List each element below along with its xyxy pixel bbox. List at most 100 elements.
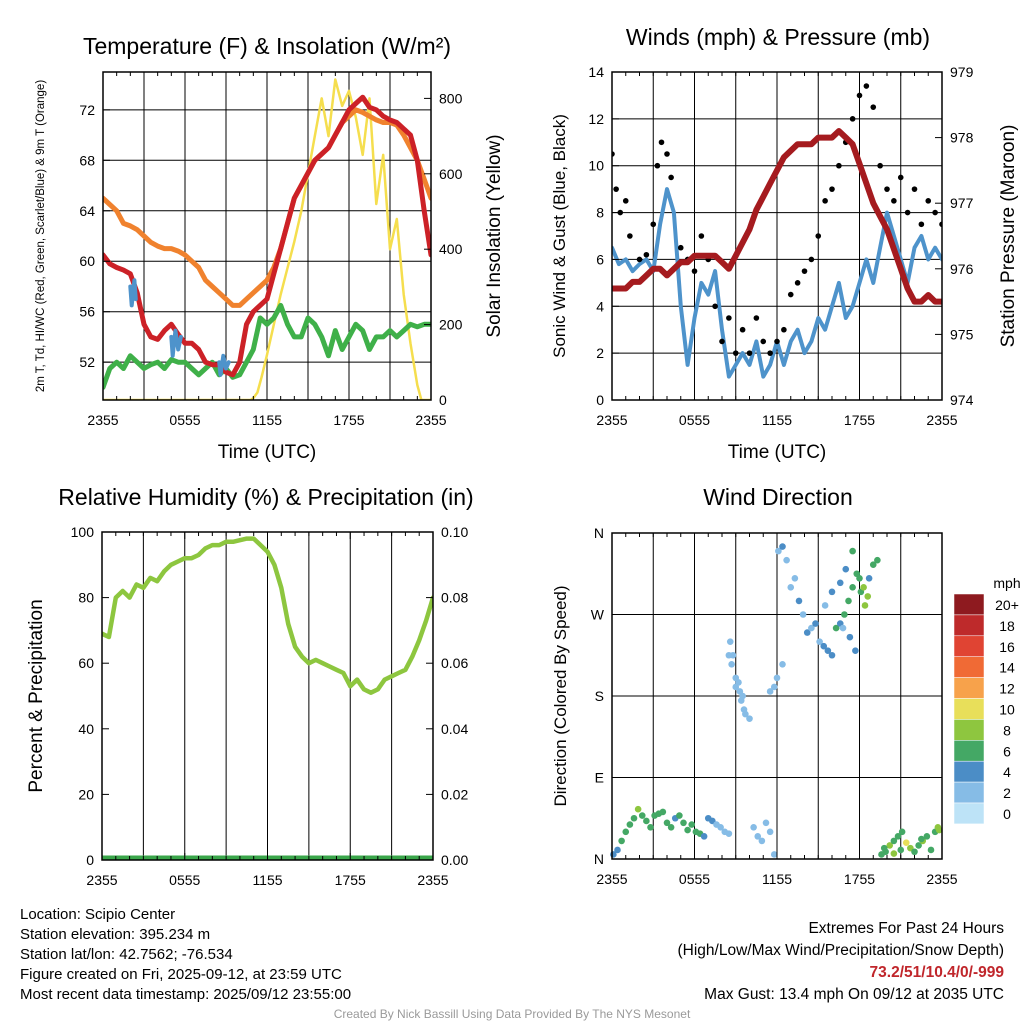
- temperature-ticks: 2355 0555 1155 1755 2355 52 56 60 64 68 72 0 200 400 6…: [79, 72, 463, 428]
- wind-direction-point: [915, 842, 922, 849]
- legend-swatch: [953, 760, 985, 783]
- y-tick-label: S: [595, 688, 604, 704]
- gust-point: [650, 221, 657, 228]
- gust-point: [622, 198, 629, 204]
- wind-direction-point: [717, 824, 724, 831]
- gust-point: [664, 151, 670, 157]
- wind-direction-point: [667, 824, 675, 831]
- legend-label: 4: [1003, 764, 1011, 780]
- y-tick-label: 64: [79, 203, 95, 219]
- temperature-y-axis-label: 2m T, Td, HI/WC (Red, Green, Scarlet/Blu…: [35, 80, 47, 392]
- legend-label: 12: [999, 681, 1015, 697]
- wind-direction-grid: [612, 533, 942, 859]
- y2-tick-label: 975: [950, 326, 974, 342]
- y-tick-label: 72: [79, 102, 95, 118]
- wind-direction-point: [846, 633, 854, 641]
- y-tick-label: 6: [596, 251, 604, 267]
- y2-tick-label: 0.04: [441, 721, 468, 737]
- legend-label: 20+: [995, 597, 1019, 613]
- wind-direction-point: [842, 565, 850, 573]
- gust-point: [753, 315, 760, 321]
- wind-direction-point: [836, 579, 844, 587]
- solar-y2-axis-label: Solar Insolation (Yellow): [484, 134, 505, 337]
- wind-direction-y-axis-label: Direction (Colored By Speed): [551, 585, 570, 806]
- wind-direction-point: [775, 547, 782, 555]
- station-pressure-line: [612, 128, 942, 305]
- x-tick-label: 0555: [169, 412, 200, 428]
- y-tick-label: 2: [596, 345, 604, 361]
- gust-point: [815, 233, 822, 239]
- wind-direction-point: [680, 819, 687, 827]
- wind-direction-point: [923, 833, 931, 840]
- wind-direction-point: [865, 574, 873, 582]
- x-tick-label: 2355: [926, 412, 957, 428]
- wind-direction-point: [700, 833, 708, 840]
- humidity-y-axis-label: Percent & Precipitation: [26, 599, 47, 792]
- wind-direction-point: [773, 674, 781, 682]
- wind-direction-point: [783, 556, 790, 564]
- wind-direction-point: [864, 593, 872, 600]
- y2-tick-label: 0.02: [441, 786, 468, 802]
- y2-tick-label: 200: [439, 317, 463, 333]
- wind-direction-point: [918, 835, 925, 843]
- wind-direction-point: [779, 661, 786, 668]
- wind-direction-point: [860, 584, 867, 591]
- legend-label: 8: [1003, 722, 1011, 738]
- wind-direction-point: [824, 647, 832, 655]
- wind-direction-point: [779, 543, 786, 550]
- y2-tick-label: 0.10: [441, 524, 468, 540]
- wind-direction-point: [750, 824, 757, 831]
- legend-label: 14: [999, 660, 1015, 676]
- wind-direction-point: [856, 574, 863, 582]
- y-tick-label: N: [594, 525, 604, 541]
- wind-direction-point: [820, 642, 828, 650]
- wind-direction-point: [880, 844, 888, 852]
- wind-direction-point: [927, 846, 935, 854]
- wind-direction-point: [886, 842, 894, 849]
- legend-swatch: [953, 677, 985, 699]
- legend-swatch: [953, 614, 985, 637]
- wind-direction-point: [852, 647, 859, 655]
- gust-point: [897, 174, 904, 181]
- x-tick-label: 2355: [417, 872, 448, 888]
- x-tick-label: 1755: [333, 412, 364, 428]
- legend-swatch: [953, 656, 985, 678]
- gust-point: [932, 209, 938, 216]
- extremes-subtitle: (High/Low/Max Wind/Precipitation/Snow De…: [677, 942, 1005, 959]
- wind-direction-point: [766, 688, 774, 695]
- wind-direction-point: [828, 651, 836, 659]
- y-tick-label: 40: [78, 721, 94, 737]
- gust-point: [794, 280, 801, 286]
- humidity-grid: [142, 532, 393, 860]
- wind-direction-point: [630, 814, 638, 822]
- humidity-panel: Relative Humidity (%) & Precipitation (i…: [26, 484, 474, 888]
- gust-point: [712, 303, 718, 310]
- y-tick-label: 20: [78, 786, 94, 802]
- y2-tick-label: 0.00: [441, 852, 468, 868]
- gust-point: [760, 338, 767, 345]
- winds-series: [612, 83, 942, 379]
- wind-direction-point: [911, 848, 918, 856]
- gust-point: [801, 268, 808, 274]
- x-tick-label: 1155: [762, 412, 792, 428]
- station-location: Location: Scipio Center: [20, 906, 176, 923]
- temperature-x-axis-label: Time (UTC): [218, 442, 317, 463]
- wind-direction-chart-title: Wind Direction: [703, 484, 853, 510]
- wind-direction-point: [762, 819, 770, 827]
- wind-direction-point: [832, 624, 840, 632]
- gust-point: [884, 186, 890, 192]
- x-tick-label: 2355: [86, 872, 117, 888]
- gust-point: [925, 198, 932, 204]
- gust-point: [627, 233, 633, 239]
- gust-point: [781, 326, 787, 333]
- legend-swatch: [953, 698, 985, 720]
- wind-direction-point: [684, 826, 691, 834]
- gust-point: [863, 83, 870, 89]
- y2-tick-label: 600: [439, 166, 463, 182]
- y2-tick-label: 400: [439, 241, 463, 257]
- wind-direction-point: [638, 812, 646, 819]
- wind-direction-point: [766, 828, 774, 836]
- x-tick-label: 0555: [679, 412, 710, 428]
- temperature-2m-line: [103, 94, 431, 378]
